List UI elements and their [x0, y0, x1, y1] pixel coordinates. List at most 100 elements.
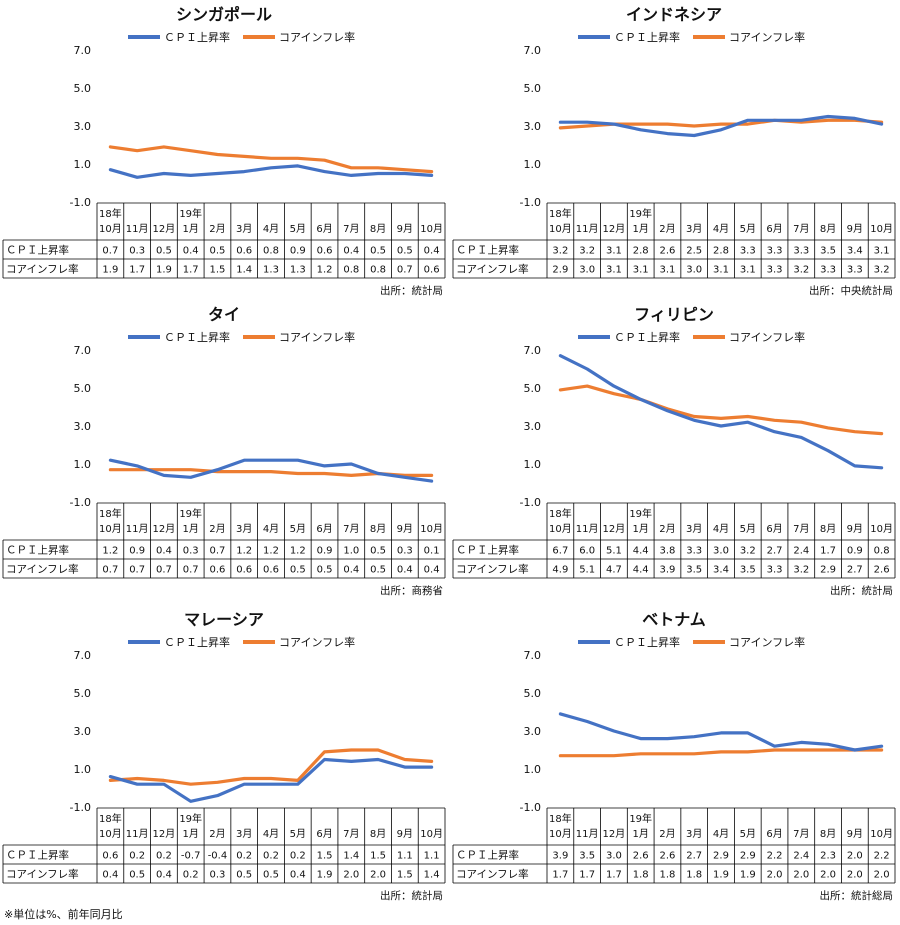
table-cell-core: 0.3 — [210, 870, 226, 881]
x-category-month: 1月 — [183, 523, 199, 535]
table-cell-cpi: 2.0 — [847, 851, 863, 862]
table-cell-cpi: 0.3 — [183, 546, 199, 557]
x-category-month: 10月 — [420, 523, 443, 535]
table-cell-core: 0.6 — [263, 565, 279, 576]
table-cell-cpi: 1.1 — [424, 851, 440, 862]
table-cell-core: 0.2 — [183, 870, 199, 881]
legend-label-cpi: ＣＰＩ上昇率 — [614, 30, 680, 44]
y-tick-label: 1.0 — [524, 763, 542, 776]
series-line-core — [108, 748, 434, 786]
table-cell-core: 0.5 — [129, 870, 145, 881]
x-category-month: 9月 — [397, 828, 413, 840]
table-cell-cpi: 0.4 — [343, 246, 359, 257]
table-cell-core: 1.8 — [660, 870, 676, 881]
series-line-cpi — [558, 114, 884, 138]
table-cell-cpi: 2.4 — [793, 851, 809, 862]
chart-title: インドネシア — [626, 5, 722, 24]
footnote: ※単位は%、前年同月比 — [4, 908, 123, 921]
legend-label-core: コアインフレ率 — [279, 330, 355, 344]
table-cell-core: 3.4 — [713, 565, 729, 576]
table-cell-cpi: 2.2 — [874, 851, 890, 862]
table-cell-core: 1.9 — [713, 870, 729, 881]
y-tick-label: -1.0 — [70, 496, 91, 509]
chart-title: マレーシア — [184, 610, 264, 629]
table-row-label-cpi: ＣＰＩ上昇率 — [456, 544, 519, 557]
table-cell-core: 3.3 — [847, 265, 863, 276]
table-cell-cpi: 1.2 — [263, 546, 279, 557]
series-line-cpi — [108, 458, 434, 483]
y-tick-label: 5.0 — [524, 82, 542, 95]
table-cell-core: 1.7 — [579, 870, 595, 881]
x-category-year: 19年 — [629, 507, 652, 520]
x-category-month: 9月 — [847, 828, 863, 840]
x-category-month: 6月 — [316, 223, 332, 235]
source-note: 出所：中央統計局 — [809, 284, 893, 297]
table-row-label-cpi: ＣＰＩ上昇率 — [6, 544, 69, 557]
table-cell-cpi: 0.7 — [210, 546, 226, 557]
table-cell-cpi: -0.7 — [181, 851, 201, 862]
table-cell-core: 0.7 — [397, 265, 413, 276]
x-category-year: 19年 — [629, 207, 652, 220]
y-tick-label: -1.0 — [70, 801, 91, 814]
table-cell-core: 0.4 — [156, 870, 172, 881]
x-category-month: 12月 — [603, 523, 626, 535]
x-category-month: 3月 — [686, 523, 702, 535]
y-tick-label: 5.0 — [74, 82, 92, 95]
x-category-month: 11月 — [126, 523, 149, 535]
chart-title: フィリピン — [634, 305, 714, 324]
table-cell-cpi: 2.6 — [633, 851, 649, 862]
table-cell-cpi: 3.0 — [713, 546, 729, 557]
table-cell-core: 2.0 — [343, 870, 359, 881]
x-category-year: 18年 — [549, 207, 572, 220]
x-category-year: 18年 — [99, 812, 122, 825]
table-cell-core: 2.0 — [793, 870, 809, 881]
x-category-month: 10月 — [870, 223, 893, 235]
table-cell-cpi: 1.2 — [236, 546, 252, 557]
table-cell-core: 0.4 — [397, 565, 413, 576]
table-cell-cpi: 0.4 — [156, 546, 172, 557]
table-cell-core: 1.2 — [317, 265, 333, 276]
table-cell-core: 2.0 — [820, 870, 836, 881]
x-category-month: 7月 — [343, 828, 359, 840]
table-cell-cpi: 0.7 — [102, 246, 118, 257]
table-cell-core: 2.6 — [874, 565, 890, 576]
table-cell-cpi: 6.7 — [552, 546, 568, 557]
table-cell-core: 2.0 — [370, 870, 386, 881]
x-category-month: 6月 — [766, 828, 782, 840]
x-category-month: 4月 — [713, 223, 729, 235]
x-category-month: 10月 — [420, 223, 443, 235]
table-cell-core: 0.7 — [129, 565, 145, 576]
x-category-year: 18年 — [549, 812, 572, 825]
table-cell-core: 3.3 — [767, 565, 783, 576]
x-category-month: 10月 — [870, 828, 893, 840]
table-cell-cpi: 2.5 — [686, 246, 702, 257]
table-cell-cpi: 3.1 — [606, 246, 622, 257]
table-cell-cpi: 3.1 — [874, 246, 890, 257]
x-category-month: 5月 — [290, 828, 306, 840]
y-tick-label: 7.0 — [524, 344, 542, 357]
x-category-month: 11月 — [576, 523, 599, 535]
table-cell-cpi: 3.3 — [793, 246, 809, 257]
table-cell-cpi: 2.2 — [767, 851, 783, 862]
y-tick-label: 1.0 — [524, 458, 542, 471]
table-cell-core: 1.4 — [236, 265, 252, 276]
table-cell-core: 1.3 — [263, 265, 279, 276]
x-category-month: 10月 — [549, 828, 572, 840]
table-cell-core: 3.1 — [660, 265, 676, 276]
table-cell-core: 2.0 — [847, 870, 863, 881]
series-line-cpi — [108, 164, 434, 179]
legend-label-cpi: ＣＰＩ上昇率 — [164, 330, 230, 344]
table-cell-core: 0.4 — [290, 870, 306, 881]
y-tick-label: -1.0 — [520, 801, 541, 814]
x-category-year: 18年 — [549, 507, 572, 520]
table-cell-core: 1.3 — [290, 265, 306, 276]
table-cell-core: 3.2 — [793, 565, 809, 576]
table-row-label-core: コアインフレ率 — [6, 263, 79, 276]
table-cell-core: 2.0 — [767, 870, 783, 881]
chart-panel-philippines: フィリピン ＣＰＩ上昇率 コアインフレ率 7.0 5.0 3.0 1.0 -1.0 18年 10月… — [450, 300, 900, 600]
table-cell-cpi: 0.9 — [317, 546, 333, 557]
table-cell-core: 1.9 — [156, 265, 172, 276]
table-cell-cpi: 0.8 — [263, 246, 279, 257]
